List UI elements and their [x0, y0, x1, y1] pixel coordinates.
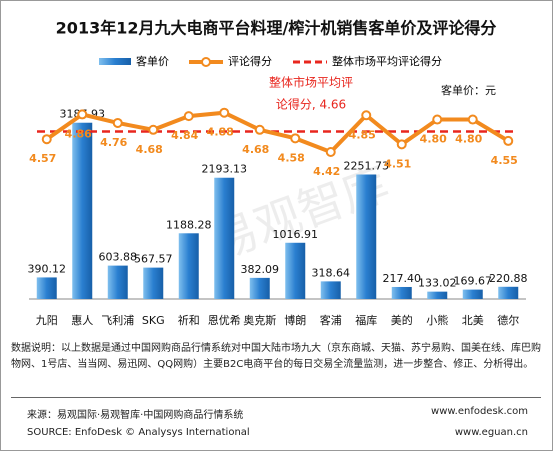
x-tick-label: 北美: [462, 314, 484, 327]
score-label: 4.68: [136, 143, 163, 156]
score-label: 4.42: [313, 165, 340, 178]
x-tick-label: 飞利浦: [101, 314, 134, 327]
bar: [498, 286, 519, 299]
legend-label: 整体市场平均评论得分: [332, 54, 442, 68]
notes: 数据说明：以上数据是通过中国网购商品行情系统对中国大陆市场九大（京东商城、天猫、…: [11, 343, 541, 370]
annotation: 论得分, 4.66: [276, 97, 346, 112]
bar-label: 390.12: [28, 262, 67, 275]
score-label: 4.57: [29, 152, 56, 165]
bar: [143, 267, 164, 299]
chart-title: 2013年12月九大电商平台料理/榨汁机销售客单价及评论得分: [56, 19, 497, 38]
bar-label: 169.67: [454, 275, 493, 288]
score-label: 4.80: [420, 133, 447, 146]
x-tick-label: 祈和: [178, 314, 200, 327]
bar: [462, 289, 483, 299]
x-tick-label: 奥克斯: [243, 313, 276, 327]
score-point: [503, 135, 514, 146]
score-label: 4.76: [100, 136, 127, 149]
bar-label: 382.09: [241, 263, 280, 276]
divider: [11, 397, 541, 398]
x-tick-label: 德尔: [497, 313, 519, 327]
score-point: [254, 124, 265, 135]
site: www.eguan.cn: [454, 427, 528, 438]
score-label: 4.55: [491, 154, 518, 167]
bar: [320, 281, 341, 299]
unit-label: 客单价：元: [441, 83, 496, 97]
score-point: [361, 110, 372, 121]
bar: [356, 174, 377, 299]
bar-label: 1188.28: [166, 218, 212, 231]
x-tick-label: 恩优希: [208, 313, 241, 327]
source-cn: 来源：易观国际·易观智库·中国网购商品行情系统: [27, 410, 244, 421]
bar: [427, 291, 448, 299]
score-point: [148, 124, 159, 135]
bar-label: 2193.13: [202, 163, 248, 176]
bar-label: 603.88: [99, 251, 138, 264]
score-label: 4.84: [171, 129, 198, 142]
x-tick-label: 九阳: [36, 314, 58, 327]
score-line: [45, 110, 510, 155]
score-point: [290, 133, 301, 144]
score-label: 4.80: [455, 133, 482, 146]
legend-swatch: [99, 58, 131, 65]
x-tick-label: SKG: [142, 314, 165, 327]
score-label: 4.51: [384, 157, 411, 170]
x-tick-label: 福库: [355, 313, 377, 327]
bar-label: 567.57: [134, 253, 173, 266]
score-point: [219, 107, 230, 118]
score-point: [325, 147, 336, 158]
score-label: 4.86: [65, 127, 92, 140]
x-tick-label: 小熊: [426, 313, 448, 327]
bar: [178, 233, 199, 299]
score-label: 4.88: [207, 126, 234, 139]
bar: [391, 286, 412, 299]
score-point: [41, 134, 52, 145]
score-point: [112, 117, 123, 128]
bar-label: 133.02: [418, 277, 457, 290]
bar: [285, 242, 306, 299]
bar-label: 217.40: [383, 272, 422, 285]
legend-swatch: [201, 57, 211, 67]
bar: [249, 277, 270, 299]
score-point: [183, 111, 194, 122]
score-label: 4.68: [242, 143, 269, 156]
score-point: [432, 114, 443, 125]
score-label: 4.85: [349, 128, 376, 141]
bar-label: 318.64: [312, 266, 351, 279]
score-label: 4.58: [278, 151, 305, 164]
bar: [214, 177, 235, 299]
score-point: [467, 114, 478, 125]
score-point: [77, 109, 88, 120]
x-tick-label: 客浦: [320, 313, 342, 327]
x-tick-label: 美的: [391, 313, 413, 327]
legend-label: 评论得分: [228, 54, 272, 68]
x-tick-label: 博朗: [284, 314, 306, 327]
bar: [36, 277, 57, 299]
bar-label: 1016.91: [273, 228, 319, 241]
score-point: [396, 139, 407, 150]
source-en: SOURCE: EnfoDesk © Analysys Internationa…: [27, 427, 250, 438]
bar: [72, 122, 93, 299]
legend-label: 客单价: [136, 54, 169, 68]
bar-label: 220.88: [489, 272, 528, 285]
annotation: 整体市场平均评: [269, 75, 353, 90]
bar-label: 2251.73: [344, 159, 390, 172]
bar: [107, 265, 128, 299]
x-tick-label: 惠人: [71, 313, 93, 327]
site: www.enfodesk.com: [431, 406, 528, 417]
